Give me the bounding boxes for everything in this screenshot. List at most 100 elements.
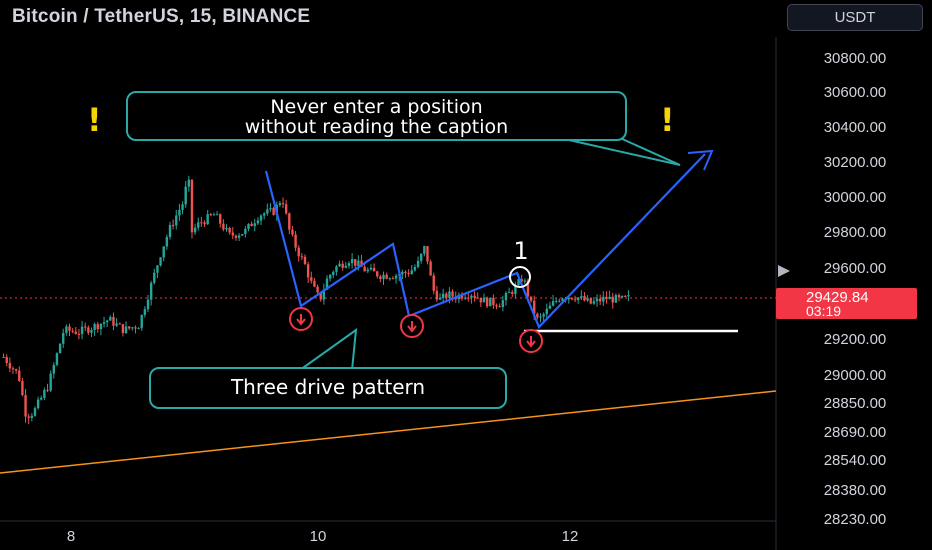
price-axis-label: 29600.00 bbox=[824, 260, 887, 277]
price-axis-label: 29000.00 bbox=[824, 367, 887, 384]
bar-countdown: 03:19 bbox=[806, 303, 842, 319]
candle-body bbox=[284, 204, 288, 214]
candle-body bbox=[627, 295, 630, 297]
candle-body bbox=[482, 297, 486, 303]
candle-body bbox=[58, 343, 62, 354]
time-axis-label: 12 bbox=[562, 528, 579, 545]
candle-body bbox=[602, 296, 605, 302]
candle-body bbox=[463, 297, 467, 299]
candle-body bbox=[608, 296, 611, 300]
candle-body bbox=[344, 265, 348, 268]
candle-body bbox=[80, 326, 84, 334]
candle-body bbox=[416, 260, 420, 268]
candle-body bbox=[360, 260, 363, 267]
candle-body bbox=[410, 270, 413, 275]
candle-body bbox=[231, 232, 234, 236]
candle-body bbox=[319, 292, 322, 300]
candle-body bbox=[495, 305, 498, 307]
warning-icon: ! bbox=[660, 101, 675, 139]
candle-body bbox=[533, 300, 536, 314]
time-axis[interactable]: 8 10 12 bbox=[67, 528, 579, 545]
candle-body bbox=[250, 223, 253, 227]
candle-body bbox=[558, 300, 561, 302]
price-axis-label: 30000.00 bbox=[824, 189, 887, 206]
candle-body bbox=[473, 295, 476, 298]
candle-body bbox=[156, 265, 159, 273]
candle-body bbox=[620, 295, 624, 298]
price-axis[interactable]: 30800.00 30600.00 30400.00 30200.00 30000.00… bbox=[824, 50, 887, 528]
candle-body bbox=[332, 271, 335, 275]
down-arrow-icon[interactable] bbox=[400, 314, 424, 338]
candle-body bbox=[168, 225, 172, 237]
candle-body bbox=[423, 246, 426, 254]
candle-body bbox=[542, 314, 545, 317]
candle-body bbox=[281, 203, 285, 205]
candle-body bbox=[624, 295, 627, 297]
candle-body bbox=[514, 285, 517, 294]
three-drive-zigzag-line[interactable] bbox=[264, 153, 706, 329]
price-axis-label: 28230.00 bbox=[824, 511, 887, 528]
candle-body bbox=[90, 329, 93, 333]
candle-body bbox=[228, 227, 231, 233]
candle-body bbox=[55, 353, 59, 365]
candle-body bbox=[247, 223, 250, 229]
candle-body bbox=[193, 227, 197, 233]
candle-body bbox=[580, 296, 583, 298]
candle-body bbox=[369, 267, 373, 270]
candle-body bbox=[62, 332, 65, 344]
candle-body bbox=[426, 246, 429, 262]
candle-body bbox=[617, 295, 621, 298]
candle-body bbox=[291, 229, 294, 235]
candle-body bbox=[586, 298, 589, 301]
candle-body bbox=[605, 296, 608, 300]
candle-body bbox=[71, 330, 74, 332]
symbol-title[interactable]: Bitcoin / TetherUS, 15, BINANCE bbox=[12, 6, 311, 27]
price-axis-label: 28690.00 bbox=[824, 424, 887, 441]
candle-body bbox=[366, 269, 370, 272]
candle-body bbox=[347, 263, 351, 266]
candle-body bbox=[435, 290, 439, 300]
candle-body bbox=[501, 300, 505, 308]
candle-body bbox=[93, 324, 96, 330]
candle-body bbox=[87, 327, 90, 333]
candle-body bbox=[595, 298, 599, 302]
candle-body bbox=[614, 295, 618, 303]
price-axis-label: 28850.00 bbox=[824, 395, 887, 412]
candle-body bbox=[354, 259, 357, 266]
candle-body bbox=[256, 220, 260, 224]
candle-body bbox=[206, 214, 209, 225]
candle-body bbox=[2, 357, 5, 358]
candle-body bbox=[5, 357, 8, 364]
candle-body bbox=[589, 298, 592, 304]
candle-body bbox=[485, 297, 489, 307]
candle-body bbox=[175, 215, 178, 226]
candle-body bbox=[592, 301, 596, 304]
candle-body bbox=[219, 214, 222, 224]
candle-body bbox=[77, 333, 81, 335]
candle-body bbox=[394, 275, 398, 279]
point-one-circle[interactable] bbox=[509, 266, 531, 288]
candle-body bbox=[413, 267, 417, 271]
down-arrow-icon[interactable] bbox=[289, 307, 313, 331]
candle-body bbox=[504, 293, 508, 301]
candle-body bbox=[341, 263, 344, 268]
candle-body bbox=[124, 326, 128, 334]
orange-trendline[interactable] bbox=[0, 390, 777, 474]
candle-body bbox=[551, 301, 555, 306]
candle-body bbox=[272, 208, 275, 215]
down-arrow-icon[interactable] bbox=[519, 329, 543, 353]
pattern-callout[interactable]: Three drive pattern bbox=[149, 367, 507, 409]
warning-callout[interactable]: Never enter a position without reading t… bbox=[126, 91, 627, 141]
currency-button[interactable]: USDT bbox=[787, 4, 923, 31]
candle-body bbox=[391, 278, 395, 280]
candle-body bbox=[570, 297, 574, 300]
candle-body bbox=[225, 227, 228, 230]
candle-body bbox=[313, 280, 316, 287]
candle-body bbox=[338, 263, 341, 267]
candle-body bbox=[278, 203, 282, 206]
candle-body bbox=[479, 298, 483, 303]
zigzag-arrowhead bbox=[687, 149, 714, 171]
candle-body bbox=[36, 399, 40, 409]
